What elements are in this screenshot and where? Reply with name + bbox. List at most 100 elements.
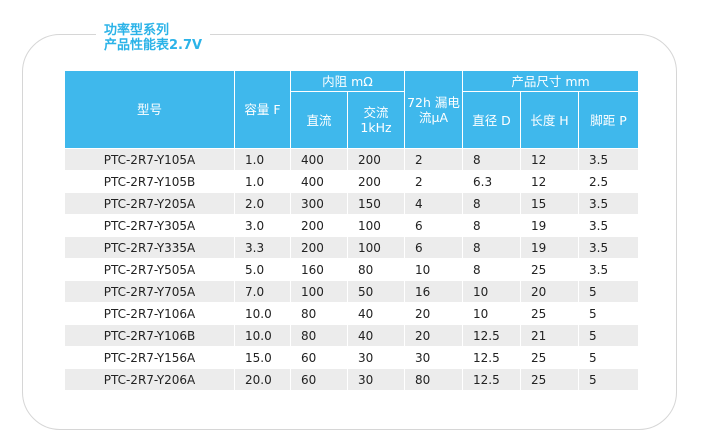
cell-pitch: 5	[578, 280, 640, 303]
cell-dc: 100	[290, 280, 348, 303]
header-ac: 交流 1kHz	[346, 91, 406, 149]
table-row: PTC-2R7-Y705A 7.0 100 50 16 10 20 5	[64, 280, 640, 303]
cell-dc: 80	[290, 302, 348, 325]
cell-dc: 200	[290, 236, 348, 259]
table-row: PTC-2R7-Y106A 10.0 80 40 20 10 25 5	[64, 302, 640, 325]
cell-dc: 160	[290, 258, 348, 281]
cell-diameter: 10	[462, 280, 522, 303]
cell-ac: 40	[346, 324, 406, 347]
table-row: PTC-2R7-Y156A 15.0 60 30 30 12.5 25 5	[64, 346, 640, 369]
cell-dc: 60	[290, 368, 348, 391]
cell-length: 20	[520, 280, 580, 303]
cell-model: PTC-2R7-Y505A	[64, 258, 235, 281]
cell-diameter: 8	[462, 148, 522, 171]
header-model: 型号	[64, 70, 235, 149]
header-dc: 直流	[290, 91, 348, 149]
cell-model: PTC-2R7-Y305A	[64, 214, 235, 237]
cell-length: 19	[520, 214, 580, 237]
cell-leakage: 20	[404, 302, 464, 325]
cell-length: 25	[520, 346, 580, 369]
cell-ac: 100	[346, 214, 406, 237]
cell-model: PTC-2R7-Y105A	[64, 148, 235, 171]
header-pitch: 脚距 P	[578, 91, 640, 149]
table-row: PTC-2R7-Y505A 5.0 160 80 10 8 25 3.5	[64, 258, 640, 281]
table-row: PTC-2R7-Y105A 1.0 400 200 2 8 12 3.5	[64, 148, 640, 171]
cell-length: 12	[520, 170, 580, 193]
cell-model: PTC-2R7-Y156A	[64, 346, 235, 369]
table-row: PTC-2R7-Y206A 20.0 60 30 80 12.5 25 5	[64, 368, 640, 391]
header-leakage: 72h 漏电 流μA	[404, 70, 464, 149]
table-row: PTC-2R7-Y106B 10.0 80 40 20 12.5 21 5	[64, 324, 640, 347]
cell-model: PTC-2R7-Y705A	[64, 280, 235, 303]
cell-ac: 200	[346, 170, 406, 193]
cell-capacity: 5.0	[234, 258, 291, 281]
cell-capacity: 15.0	[234, 346, 291, 369]
header-capacity: 容量 F	[234, 70, 291, 149]
cell-dc: 300	[290, 192, 348, 215]
cell-model: PTC-2R7-Y106A	[64, 302, 235, 325]
cell-leakage: 80	[404, 368, 464, 391]
cell-pitch: 5	[578, 324, 640, 347]
cell-capacity: 3.3	[234, 236, 291, 259]
header-resistance: 内阻 mΩ	[289, 70, 406, 92]
cell-ac: 100	[346, 236, 406, 259]
cell-diameter: 8	[462, 214, 522, 237]
cell-ac: 30	[346, 368, 406, 391]
cell-dc: 400	[290, 170, 348, 193]
cell-leakage: 30	[404, 346, 464, 369]
cell-model: PTC-2R7-Y105B	[64, 170, 235, 193]
cell-pitch: 2.5	[578, 170, 640, 193]
cell-length: 25	[520, 302, 580, 325]
cell-leakage: 20	[404, 324, 464, 347]
cell-pitch: 5	[578, 302, 640, 325]
cell-leakage: 10	[404, 258, 464, 281]
cell-leakage: 6	[404, 236, 464, 259]
cell-diameter: 8	[462, 192, 522, 215]
cell-pitch: 3.5	[578, 148, 640, 171]
cell-length: 25	[520, 258, 580, 281]
cell-length: 21	[520, 324, 580, 347]
cell-diameter: 12.5	[462, 324, 522, 347]
cell-dc: 400	[290, 148, 348, 171]
cell-model: PTC-2R7-Y106B	[64, 324, 235, 347]
cell-leakage: 4	[404, 192, 464, 215]
cell-leakage: 2	[404, 148, 464, 171]
series-title: 功率型系列	[104, 23, 170, 38]
cell-dc: 200	[290, 214, 348, 237]
cell-capacity: 10.0	[234, 302, 291, 325]
cell-length: 19	[520, 236, 580, 259]
header-size: 产品尺寸 mm	[462, 70, 640, 92]
cell-ac: 80	[346, 258, 406, 281]
cell-pitch: 3.5	[578, 258, 640, 281]
cell-capacity: 2.0	[234, 192, 291, 215]
table-row: PTC-2R7-Y105B 1.0 400 200 2 6.3 12 2.5	[64, 170, 640, 193]
cell-capacity: 1.0	[234, 170, 291, 193]
cell-length: 15	[520, 192, 580, 215]
cell-diameter: 8	[462, 258, 522, 281]
header-diameter: 直径 D	[462, 91, 522, 149]
cell-ac: 30	[346, 346, 406, 369]
cell-diameter: 12.5	[462, 368, 522, 391]
cell-leakage: 2	[404, 170, 464, 193]
table-row: PTC-2R7-Y205A 2.0 300 150 4 8 15 3.5	[64, 192, 640, 215]
cell-capacity: 20.0	[234, 368, 291, 391]
title-block: 功率型系列 产品性能表2.7V	[96, 23, 211, 53]
cell-ac: 50	[346, 280, 406, 303]
cell-ac: 200	[346, 148, 406, 171]
cell-diameter: 6.3	[462, 170, 522, 193]
cell-leakage: 16	[404, 280, 464, 303]
header-length: 长度 H	[520, 91, 580, 149]
cell-capacity: 7.0	[234, 280, 291, 303]
cell-dc: 60	[290, 346, 348, 369]
cell-capacity: 3.0	[234, 214, 291, 237]
cell-model: PTC-2R7-Y205A	[64, 192, 235, 215]
cell-diameter: 8	[462, 236, 522, 259]
cell-ac: 150	[346, 192, 406, 215]
cell-length: 25	[520, 368, 580, 391]
cell-pitch: 3.5	[578, 236, 640, 259]
table-row: PTC-2R7-Y335A 3.3 200 100 6 8 19 3.5	[64, 236, 640, 259]
table-title: 产品性能表2.7V	[104, 38, 203, 53]
cell-leakage: 6	[404, 214, 464, 237]
cell-capacity: 1.0	[234, 148, 291, 171]
cell-diameter: 12.5	[462, 346, 522, 369]
